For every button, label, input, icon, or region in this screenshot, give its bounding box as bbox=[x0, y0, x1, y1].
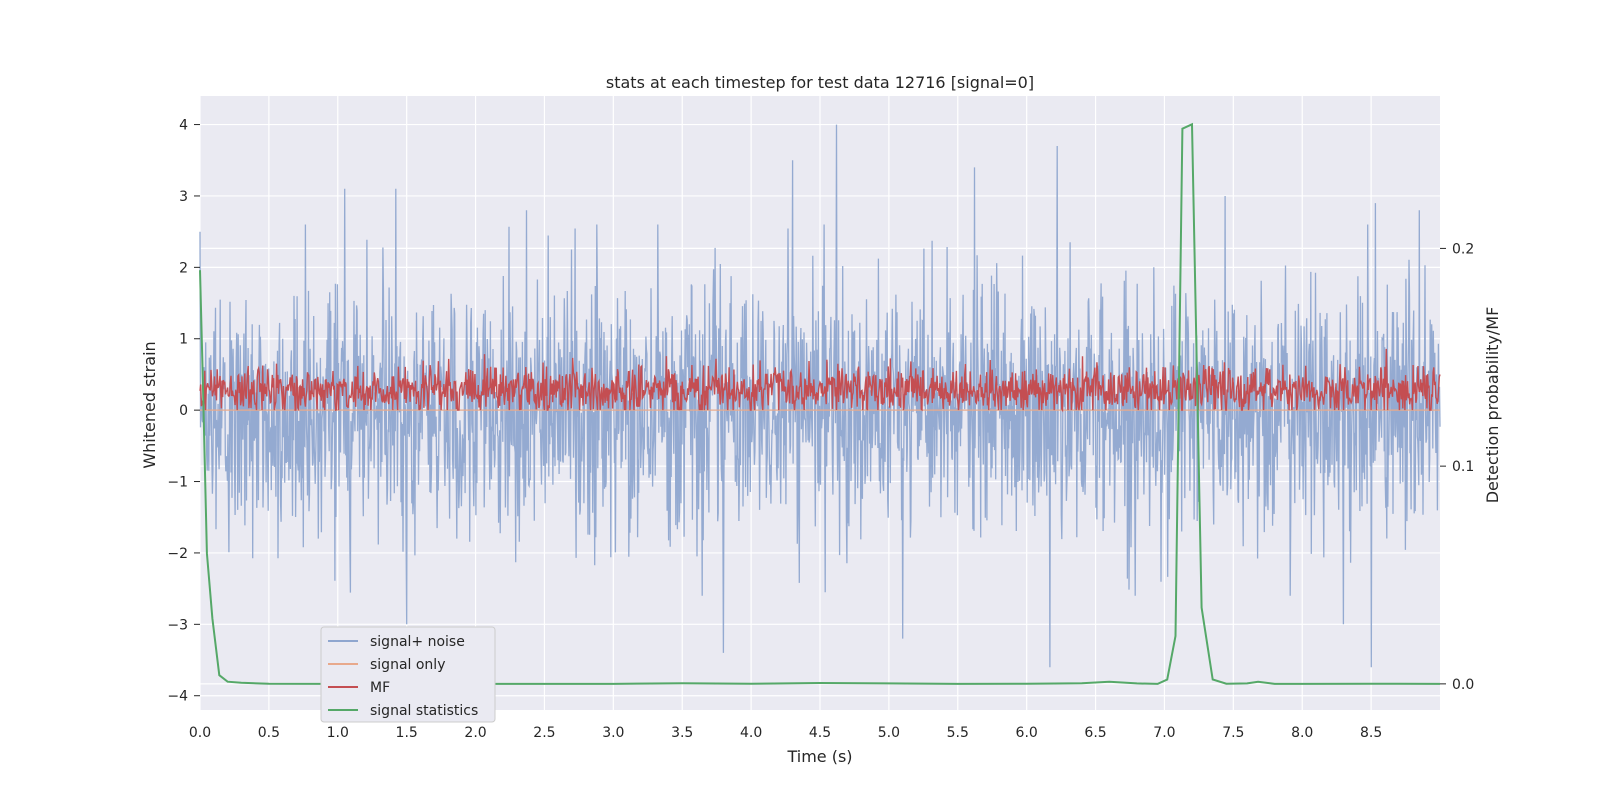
chart-title: stats at each timestep for test data 127… bbox=[606, 73, 1034, 92]
y2-tick-label: 0.1 bbox=[1452, 459, 1474, 475]
legend-label-signal-statistics: signal statistics bbox=[370, 703, 478, 719]
x-tick-label: 7.5 bbox=[1222, 725, 1244, 741]
x-tick-label: 4.0 bbox=[740, 725, 762, 741]
legend: signal+ noise signal only MF signal stat… bbox=[320, 626, 496, 723]
y-tick-label: 0 bbox=[179, 403, 188, 419]
y2-axis-label: Detection probability/MF bbox=[1483, 307, 1502, 504]
x-tick-label: 5.5 bbox=[947, 725, 969, 741]
x-tick-label: 4.5 bbox=[809, 725, 831, 741]
y-tick-label: 2 bbox=[179, 260, 188, 276]
mf-line bbox=[199, 348, 1441, 413]
y-tick-label: 3 bbox=[179, 189, 188, 205]
y-tick-label: 1 bbox=[179, 332, 188, 348]
legend-label-signal-noise: signal+ noise bbox=[370, 634, 465, 650]
x-tick-label: 1.5 bbox=[396, 725, 418, 741]
y-ticks: 4 3 2 1 0 −1 −2 −3 −4 bbox=[167, 118, 200, 705]
y-tick-label: −1 bbox=[167, 475, 188, 491]
y2-ticks: 0.2 0.1 0.0 bbox=[1440, 241, 1474, 693]
legend-label-signal-only: signal only bbox=[370, 657, 445, 673]
signal-noise-line bbox=[199, 124, 1441, 668]
x-tick-label: 8.0 bbox=[1291, 725, 1313, 741]
y2-tick-label: 0.0 bbox=[1452, 677, 1474, 693]
x-tick-label: 3.5 bbox=[671, 725, 693, 741]
legend-box bbox=[320, 626, 496, 723]
series-layer bbox=[199, 122, 1441, 685]
x-tick-label: 2.0 bbox=[464, 725, 486, 741]
legend-label-mf: MF bbox=[370, 680, 390, 696]
y-tick-label: −3 bbox=[167, 617, 188, 633]
y-tick-label: 4 bbox=[179, 118, 188, 134]
y2-tick-label: 0.2 bbox=[1452, 241, 1474, 257]
y-tick-label: −4 bbox=[167, 689, 188, 705]
x-tick-label: 7.0 bbox=[1153, 725, 1175, 741]
x-tick-label: 0.5 bbox=[258, 725, 280, 741]
x-axis-label: Time (s) bbox=[786, 747, 852, 766]
grid bbox=[199, 96, 1440, 710]
x-tick-label: 1.0 bbox=[327, 725, 349, 741]
signal-statistics-line bbox=[199, 122, 1441, 685]
y-axis-label: Whitened strain bbox=[140, 341, 159, 468]
x-tick-label: 6.0 bbox=[1016, 725, 1038, 741]
x-tick-label: 8.5 bbox=[1360, 725, 1382, 741]
x-tick-label: 0.0 bbox=[189, 725, 211, 741]
x-tick-label: 5.0 bbox=[878, 725, 900, 741]
y-tick-label: −2 bbox=[167, 546, 188, 562]
x-tick-label: 2.5 bbox=[533, 725, 555, 741]
x-tick-label: 3.0 bbox=[602, 725, 624, 741]
x-ticks: 0.0 0.5 1.0 1.5 2.0 2.5 3.0 3.5 4.0 4.5 5.0 5.5 6.0 6… bbox=[189, 725, 1382, 741]
x-tick-label: 6.5 bbox=[1084, 725, 1106, 741]
